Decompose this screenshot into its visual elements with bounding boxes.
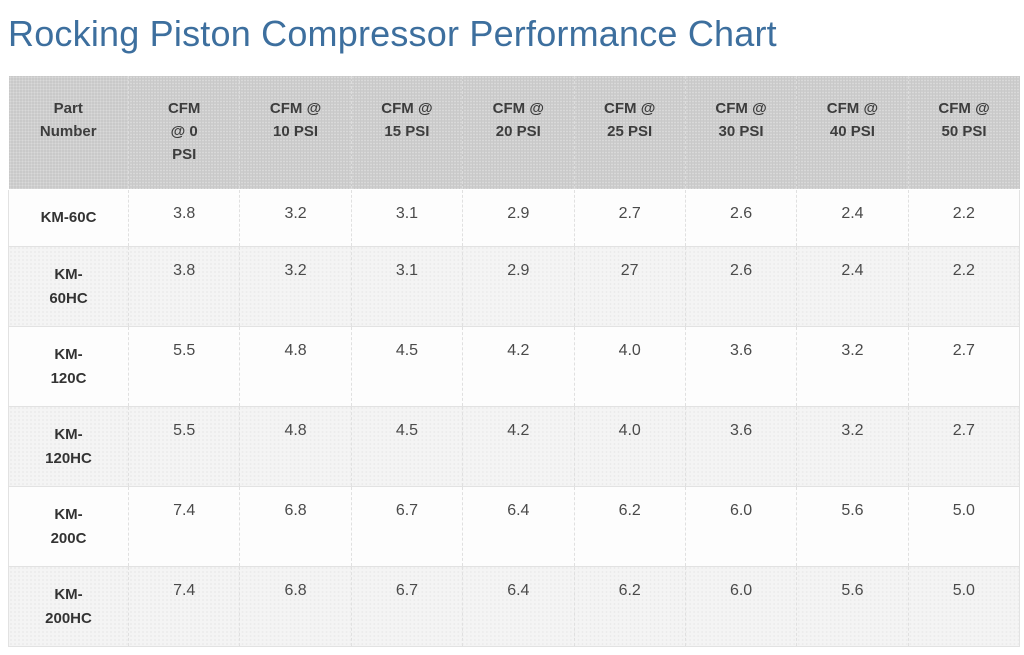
cfm-value-cell: 4.8	[239, 326, 352, 407]
performance-table: Part Number CFM @ 0 PSI CFM @ 10 PSI CFM…	[8, 76, 1021, 647]
cfm-value-cell: 6.8	[239, 566, 352, 647]
cfm-value-cell: 2.7	[907, 406, 1021, 487]
part-number-cell: KM- 120C	[8, 326, 129, 407]
cfm-value-cell: 3.2	[239, 246, 352, 327]
column-header-cfm-40psi: CFM @ 40 PSI	[796, 76, 909, 190]
cfm-value-cell: 2.9	[462, 246, 575, 327]
table-row: KM-60C 3.8 3.2 3.1 2.9 2.7 2.6 2.4 2.2	[8, 189, 1021, 247]
cfm-value-cell: 5.5	[127, 406, 241, 487]
cfm-value-cell: 5.6	[796, 486, 909, 567]
column-header-cfm-20psi: CFM @ 20 PSI	[462, 76, 575, 190]
cfm-value-cell: 4.8	[239, 406, 352, 487]
table-header: Part Number CFM @ 0 PSI CFM @ 10 PSI CFM…	[8, 76, 1020, 190]
cfm-value-cell: 6.7	[350, 486, 464, 567]
cfm-value-cell: 3.2	[239, 189, 352, 247]
part-number-cell: KM- 200HC	[8, 566, 129, 647]
cfm-value-cell: 27	[573, 246, 686, 327]
cfm-value-cell: 4.5	[350, 406, 464, 487]
table-body: KM-60C 3.8 3.2 3.1 2.9 2.7 2.6 2.4 2.2 KM- 60HC…	[8, 189, 1021, 647]
table-row: KM- 60HC 3.8 3.2 3.1 2.9 27 2.6 2.4 2.2	[8, 246, 1021, 327]
part-number-cell: KM- 200C	[8, 486, 129, 567]
cfm-value-cell: 5.0	[907, 486, 1021, 567]
cfm-value-cell: 3.2	[796, 406, 909, 487]
column-header-cfm-30psi: CFM @ 30 PSI	[685, 76, 798, 190]
cfm-value-cell: 3.6	[684, 326, 798, 407]
column-header-cfm-0psi: CFM @ 0 PSI	[128, 76, 241, 190]
cfm-value-cell: 3.2	[796, 326, 909, 407]
cfm-value-cell: 2.4	[796, 246, 909, 327]
cfm-value-cell: 3.8	[127, 189, 241, 247]
table-row: KM- 200C 7.4 6.8 6.7 6.4 6.2 6.0 5.6 5.0	[8, 486, 1021, 567]
cfm-value-cell: 3.1	[350, 246, 464, 327]
page-title: Rocking Piston Compressor Performance Ch…	[8, 13, 777, 54]
cfm-value-cell: 6.7	[350, 566, 464, 647]
column-header-cfm-10psi: CFM @ 10 PSI	[239, 76, 352, 190]
column-header-cfm-15psi: CFM @ 15 PSI	[351, 76, 464, 190]
cfm-value-cell: 2.2	[907, 189, 1021, 247]
column-header-part-number: Part Number	[8, 76, 129, 190]
cfm-value-cell: 2.4	[796, 189, 909, 247]
cfm-value-cell: 6.4	[462, 486, 575, 567]
column-header-cfm-25psi: CFM @ 25 PSI	[574, 76, 686, 190]
cfm-value-cell: 4.2	[462, 406, 575, 487]
column-header-cfm-50psi: CFM @ 50 PSI	[908, 76, 1020, 190]
cfm-value-cell: 4.0	[573, 326, 686, 407]
table-row: KM- 120HC 5.5 4.8 4.5 4.2 4.0 3.6 3.2 2.7	[8, 406, 1021, 487]
cfm-value-cell: 6.2	[573, 566, 686, 647]
cfm-value-cell: 7.4	[127, 486, 241, 567]
table-row: KM- 120C 5.5 4.8 4.5 4.2 4.0 3.6 3.2 2.7	[8, 326, 1021, 407]
cfm-value-cell: 5.0	[907, 566, 1021, 647]
cfm-value-cell: 7.4	[127, 566, 241, 647]
cfm-value-cell: 2.7	[907, 326, 1021, 407]
cfm-value-cell: 3.8	[127, 246, 241, 327]
cfm-value-cell: 4.5	[350, 326, 464, 407]
cfm-value-cell: 5.6	[796, 566, 909, 647]
cfm-value-cell: 2.9	[462, 189, 575, 247]
cfm-value-cell: 6.8	[239, 486, 352, 567]
cfm-value-cell: 2.7	[573, 189, 686, 247]
cfm-value-cell: 6.0	[684, 566, 798, 647]
cfm-value-cell: 2.6	[684, 246, 798, 327]
part-number-cell: KM- 60HC	[8, 246, 129, 327]
part-number-cell: KM-60C	[8, 189, 129, 247]
table-row: KM- 200HC 7.4 6.8 6.7 6.4 6.2 6.0 5.6 5.0	[8, 566, 1021, 647]
table-header-row: Part Number CFM @ 0 PSI CFM @ 10 PSI CFM…	[8, 76, 1020, 190]
cfm-value-cell: 5.5	[127, 326, 241, 407]
cfm-value-cell: 6.4	[462, 566, 575, 647]
cfm-value-cell: 3.1	[350, 189, 464, 247]
cfm-value-cell: 4.0	[573, 406, 686, 487]
cfm-value-cell: 4.2	[462, 326, 575, 407]
cfm-value-cell: 6.2	[573, 486, 686, 567]
part-number-cell: KM- 120HC	[8, 406, 129, 487]
cfm-value-cell: 2.6	[684, 189, 798, 247]
cfm-value-cell: 6.0	[684, 486, 798, 567]
cfm-value-cell: 2.2	[907, 246, 1021, 327]
cfm-value-cell: 3.6	[684, 406, 798, 487]
